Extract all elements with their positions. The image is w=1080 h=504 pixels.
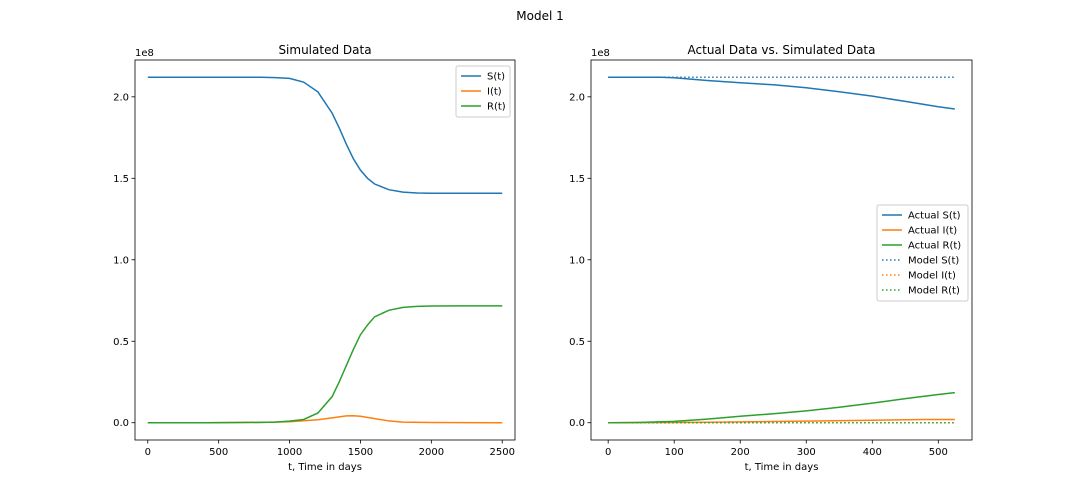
y-tick-label: 1.0 xyxy=(569,255,585,266)
legend-box xyxy=(455,65,511,118)
y-tick-label: 1.5 xyxy=(113,174,129,185)
series-line-actual-i-t xyxy=(608,418,955,424)
y-tick-label: 0.5 xyxy=(569,337,585,348)
x-tick-label: 0 xyxy=(145,447,151,458)
legend-label-actual-r-t: Actual R(t) xyxy=(908,241,961,252)
series-line-actual-s-t xyxy=(608,76,955,110)
legend-label-s-t: S(t) xyxy=(487,72,505,83)
chart-1-axes-frame xyxy=(590,59,973,441)
chart-0-legend: S(t) I(t) R(t) xyxy=(455,65,511,118)
x-tick-label: 2500 xyxy=(490,447,515,458)
legend-label-actual-s-t: Actual S(t) xyxy=(908,211,961,222)
series-line-actual-r-t xyxy=(608,391,955,424)
x-tick-label: 200 xyxy=(731,447,750,458)
legend-label-i-t: I(t) xyxy=(487,87,502,98)
x-tick-label: 0 xyxy=(605,447,611,458)
x-tick-label: 1500 xyxy=(348,447,373,458)
x-tick-label: 100 xyxy=(665,447,684,458)
chart-1-x-axis-label: t, Time in days xyxy=(745,462,819,473)
y-tick-label: 0.0 xyxy=(113,418,129,429)
legend-label-actual-i-t: Actual I(t) xyxy=(908,226,957,237)
x-tick-label: 300 xyxy=(797,447,816,458)
chart-1-y-offset-label: 1e8 xyxy=(591,48,610,59)
simulated-data-chart: Simulated Data 0 500 1000 1500 2000 2500 0.0 0.5… xyxy=(113,43,516,473)
series-line-r-t xyxy=(147,305,503,424)
chart-1-legend: Actual S(t) Actual I(t) Actual R(t) Model S… xyxy=(876,204,969,302)
figure-title: Model 1 xyxy=(516,9,563,23)
legend-label-model-i-t: Model I(t) xyxy=(908,271,956,282)
chart-0-x-axis-label: t, Time in days xyxy=(288,462,362,473)
legend-label-model-r-t: Model R(t) xyxy=(908,286,960,297)
chart-0-y-offset-label: 1e8 xyxy=(135,48,154,59)
legend-box xyxy=(876,204,969,302)
x-tick-label: 1000 xyxy=(277,447,302,458)
series-line-s-t xyxy=(147,76,503,195)
y-tick-label: 1.5 xyxy=(569,174,585,185)
x-tick-label: 500 xyxy=(209,447,228,458)
y-tick-label: 0.0 xyxy=(569,418,585,429)
x-tick-label: 500 xyxy=(929,447,948,458)
y-tick-label: 2.0 xyxy=(113,92,129,103)
x-tick-label: 2000 xyxy=(419,447,444,458)
chart-0-title: Simulated Data xyxy=(278,43,371,57)
legend-label-model-s-t: Model S(t) xyxy=(908,256,959,267)
chart-0-axes-frame xyxy=(134,59,516,441)
x-tick-label: 400 xyxy=(863,447,882,458)
y-tick-label: 2.0 xyxy=(569,92,585,103)
chart-1-title: Actual Data vs. Simulated Data xyxy=(688,43,876,57)
actual-vs-simulated-chart: Actual Data vs. Simulated Data 0 100 200 300… xyxy=(569,43,973,473)
y-tick-label: 1.0 xyxy=(113,255,129,266)
y-tick-label: 0.5 xyxy=(113,337,129,348)
series-line-i-t xyxy=(147,414,503,424)
legend-label-r-t: R(t) xyxy=(487,102,506,113)
